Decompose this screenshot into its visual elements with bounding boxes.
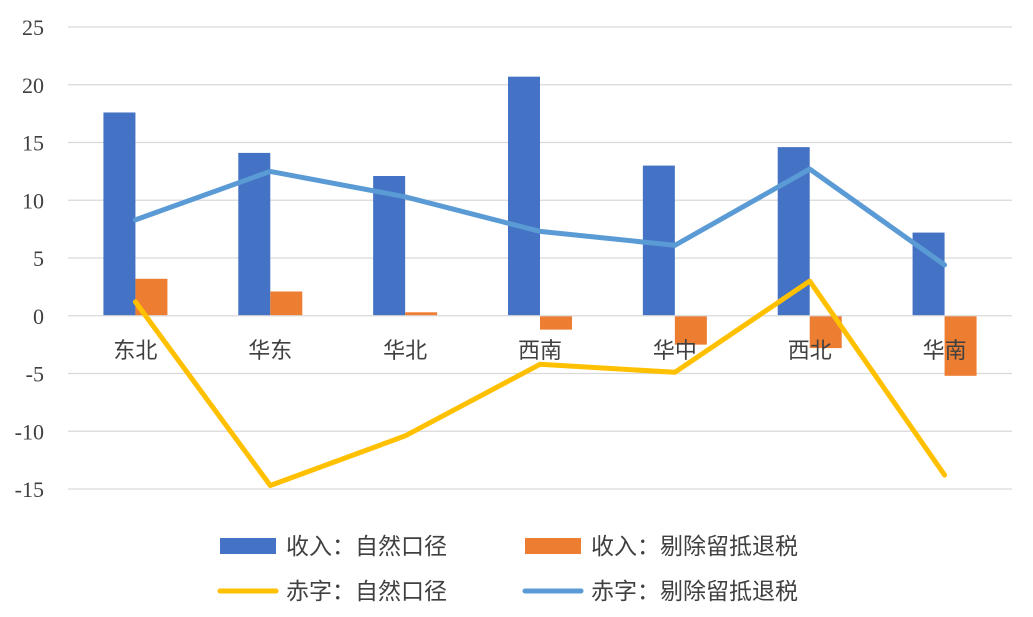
bar-income-excl-refund [405,312,438,316]
x-axis-category-labels: 东北 华东 华北 西南 华中 西北 华南 [113,339,966,364]
y-tick-label: 10 [22,188,44,213]
y-tick-label: -15 [15,477,44,502]
bar-income-excl-refund [540,315,572,330]
legend-swatch [525,538,581,554]
x-category-label: 华东 [248,339,292,364]
x-category-label: 西南 [518,339,562,364]
y-axis-tick-labels: 25 20 15 10 5 0 -5 -10 -15 [15,15,44,502]
bar-income-natural [508,76,540,316]
legend-label: 收入：剔除留抵退税 [591,534,798,560]
x-category-label: 西北 [788,339,832,364]
y-tick-label: 20 [22,73,44,98]
legend-label: 赤字：剔除留抵退税 [591,579,798,605]
y-tick-label: 25 [22,15,44,40]
y-tick-label: 5 [33,246,44,271]
bar-income-natural [373,175,406,316]
x-category-label: 华南 [923,339,967,364]
bar-income-natural [103,112,136,316]
legend-label: 收入：自然口径 [286,534,447,560]
bar-income-excl-refund [270,291,303,316]
y-tick-label: 15 [22,131,44,156]
line-series [132,166,948,488]
y-tick-label: -5 [26,362,44,387]
x-category-label: 华北 [383,339,427,364]
y-tick-label: -10 [15,419,44,444]
bar-income-excl-refund [674,315,707,345]
x-category-label: 华中 [653,339,697,364]
legend-swatch [220,538,276,554]
y-tick-label: 0 [33,304,44,329]
bar-income-excl-refund [944,315,977,376]
x-category-label: 东北 [113,339,157,364]
legend-label: 赤字：自然口径 [286,579,447,605]
